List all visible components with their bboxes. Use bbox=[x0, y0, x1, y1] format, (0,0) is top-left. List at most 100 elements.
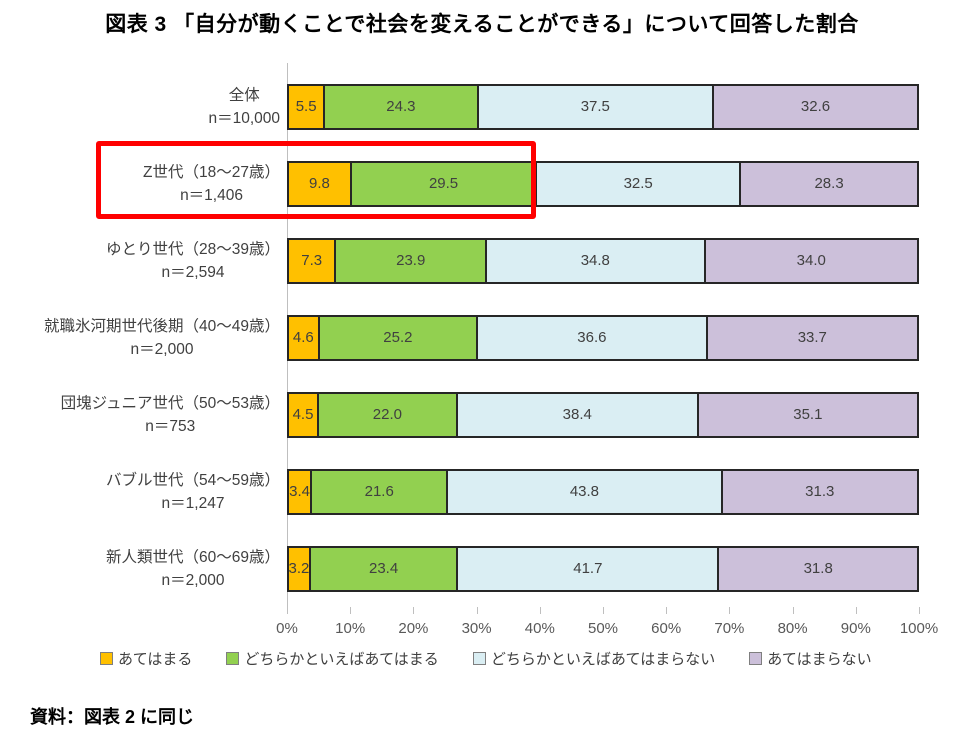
bar-segment: 32.6 bbox=[712, 83, 919, 130]
segment-value: 28.3 bbox=[814, 175, 844, 192]
segment-value: 23.4 bbox=[368, 560, 399, 577]
category-n: n＝2,000 bbox=[161, 571, 225, 589]
category-label: バブル世代（54〜59歳） n＝1,247 bbox=[106, 469, 280, 515]
category-label: ゆとり世代（28〜39歳） n＝2,594 bbox=[106, 238, 280, 284]
segment-value: 22.0 bbox=[372, 406, 402, 423]
bar-rows: 全体 n＝10,000 5.5 24.3 37.5 32.6 Z世代（18〜27歳） n＝1,… bbox=[0, 68, 919, 607]
category-label: 新人類世代（60〜69歳） n＝2,000 bbox=[106, 546, 280, 592]
segment-value: 24.3 bbox=[386, 98, 416, 115]
category-label: 就職氷河期世代後期（40〜49歳） n＝2,000 bbox=[44, 315, 280, 361]
bar-segment: 35.1 bbox=[696, 391, 919, 438]
category-name: Z世代（18〜27歳） bbox=[143, 163, 280, 181]
bar-segment: 31.3 bbox=[720, 468, 919, 515]
category-label-cell: バブル世代（54〜59歳） n＝1,247 bbox=[0, 469, 287, 515]
axis-tick-label: 0% bbox=[276, 620, 298, 637]
bar-segment: 33.7 bbox=[705, 314, 919, 361]
bar-segment: 36.6 bbox=[476, 314, 708, 361]
legend-swatch-icon bbox=[749, 652, 763, 665]
segment-value: 34.8 bbox=[580, 252, 610, 269]
stacked-bar: 4.6 25.2 36.6 33.7 bbox=[287, 314, 919, 361]
segment-value: 7.3 bbox=[301, 252, 323, 269]
axis-tick-label: 90% bbox=[840, 620, 871, 637]
x-axis-ticks bbox=[287, 607, 920, 614]
legend-swatch-icon bbox=[226, 652, 240, 665]
stacked-bar: 5.5 24.3 37.5 32.6 bbox=[287, 83, 919, 130]
bar-row: 全体 n＝10,000 5.5 24.3 37.5 32.6 bbox=[0, 68, 919, 145]
category-label-cell: 新人類世代（60〜69歳） n＝2,000 bbox=[0, 546, 287, 592]
bar-row: Z世代（18〜27歳） n＝1,406 9.8 29.5 32.5 28.3 bbox=[0, 145, 919, 222]
segment-value: 32.6 bbox=[800, 98, 831, 115]
legend-item: どちらかといえばあてはまる bbox=[226, 648, 439, 669]
segment-value: 9.8 bbox=[309, 175, 330, 192]
axis-tick bbox=[350, 607, 352, 614]
plot-area: 全体 n＝10,000 5.5 24.3 37.5 32.6 Z世代（18〜27歳） n＝1,… bbox=[0, 63, 938, 637]
bar-segment: 5.5 bbox=[287, 83, 326, 130]
category-label: Z世代（18〜27歳） n＝1,406 bbox=[143, 161, 280, 207]
bar-segment: 7.3 bbox=[287, 237, 337, 284]
category-label: 全体 n＝10,000 bbox=[208, 84, 280, 130]
stacked-bar: 3.2 23.4 41.7 31.8 bbox=[287, 545, 919, 592]
bar-row: 新人類世代（60〜69歳） n＝2,000 3.2 23.4 41.7 31.8 bbox=[0, 530, 919, 607]
legend-label: あてはまる bbox=[118, 651, 193, 668]
bar-segment: 3.4 bbox=[287, 468, 313, 515]
category-label-cell: 団塊ジュニア世代（50〜53歳） n＝753 bbox=[0, 392, 287, 438]
legend-item: あてはまらない bbox=[749, 648, 872, 669]
category-n: n＝10,000 bbox=[208, 109, 280, 127]
category-n: n＝1,247 bbox=[161, 494, 225, 512]
legend-item: どちらかといえばあてはまらない bbox=[472, 648, 715, 669]
segment-value: 37.5 bbox=[580, 98, 610, 115]
legend-label: あてはまらない bbox=[767, 651, 872, 668]
bar-row: ゆとり世代（28〜39歳） n＝2,594 7.3 23.9 34.8 34.0 bbox=[0, 222, 919, 299]
segment-value: 3.2 bbox=[288, 560, 310, 577]
axis-tick-label: 50% bbox=[587, 620, 619, 637]
category-n: n＝1,406 bbox=[180, 186, 243, 204]
category-name: 全体 bbox=[228, 86, 260, 104]
category-n: n＝2,000 bbox=[130, 340, 194, 358]
bar-row: 就職氷河期世代後期（40〜49歳） n＝2,000 4.6 25.2 36.6 33.7 bbox=[0, 299, 919, 376]
segment-value: 4.5 bbox=[292, 406, 314, 423]
category-name: バブル世代（54〜59歳） bbox=[106, 471, 280, 489]
stacked-bar: 4.5 22.0 38.4 35.1 bbox=[287, 391, 919, 438]
bar-segment: 43.8 bbox=[446, 468, 723, 515]
category-n: n＝753 bbox=[145, 417, 196, 435]
axis-tick-label: 70% bbox=[714, 620, 745, 637]
bar-segment: 28.3 bbox=[739, 160, 919, 207]
segment-value: 32.5 bbox=[623, 175, 653, 192]
bar-segment: 34.8 bbox=[485, 237, 706, 284]
category-label-cell: Z世代（18〜27歳） n＝1,406 bbox=[0, 161, 287, 207]
stacked-bar: 9.8 29.5 32.5 28.3 bbox=[287, 160, 919, 207]
category-name: ゆとり世代（28〜39歳） bbox=[106, 240, 280, 258]
category-name: 就職氷河期世代後期（40〜49歳） bbox=[44, 317, 280, 335]
stacked-bar: 7.3 23.9 34.8 34.0 bbox=[287, 237, 919, 284]
legend: あてはまる どちらかといえばあてはまる どちらかといえばあてはまらない あてはまらない bbox=[100, 648, 964, 669]
bar-segment: 25.2 bbox=[317, 314, 479, 361]
axis-tick bbox=[539, 607, 541, 614]
axis-tick-label: 100% bbox=[899, 620, 939, 637]
axis-tick-label: 30% bbox=[461, 620, 492, 637]
segment-value: 5.5 bbox=[295, 98, 317, 115]
axis-tick bbox=[792, 607, 794, 614]
axis-tick-label: 80% bbox=[777, 620, 808, 637]
bar-segment: 37.5 bbox=[476, 83, 715, 130]
axis-tick-label: 60% bbox=[651, 620, 682, 637]
bar-segment: 38.4 bbox=[455, 391, 699, 438]
bar-segment: 21.6 bbox=[310, 468, 449, 515]
axis-tick bbox=[413, 607, 415, 614]
segment-value: 38.4 bbox=[562, 406, 592, 423]
bar-segment: 32.5 bbox=[535, 160, 742, 207]
bar-segment: 29.5 bbox=[349, 160, 538, 207]
bar-segment: 24.3 bbox=[323, 83, 479, 130]
bar-segment: 41.7 bbox=[456, 545, 720, 592]
bar-segment: 31.8 bbox=[717, 545, 919, 592]
segment-value: 29.5 bbox=[428, 175, 459, 192]
bar-segment: 23.4 bbox=[308, 545, 459, 592]
bar-segment: 9.8 bbox=[287, 160, 352, 207]
legend-swatch-icon bbox=[100, 652, 113, 665]
bar-segment: 34.0 bbox=[703, 237, 919, 284]
legend-item: あてはまる bbox=[100, 648, 192, 669]
bar-segment: 4.5 bbox=[287, 391, 319, 438]
category-label-cell: 就職氷河期世代後期（40〜49歳） n＝2,000 bbox=[0, 315, 287, 361]
segment-value: 36.6 bbox=[577, 329, 607, 346]
stacked-bar: 3.4 21.6 43.8 31.3 bbox=[287, 468, 919, 515]
